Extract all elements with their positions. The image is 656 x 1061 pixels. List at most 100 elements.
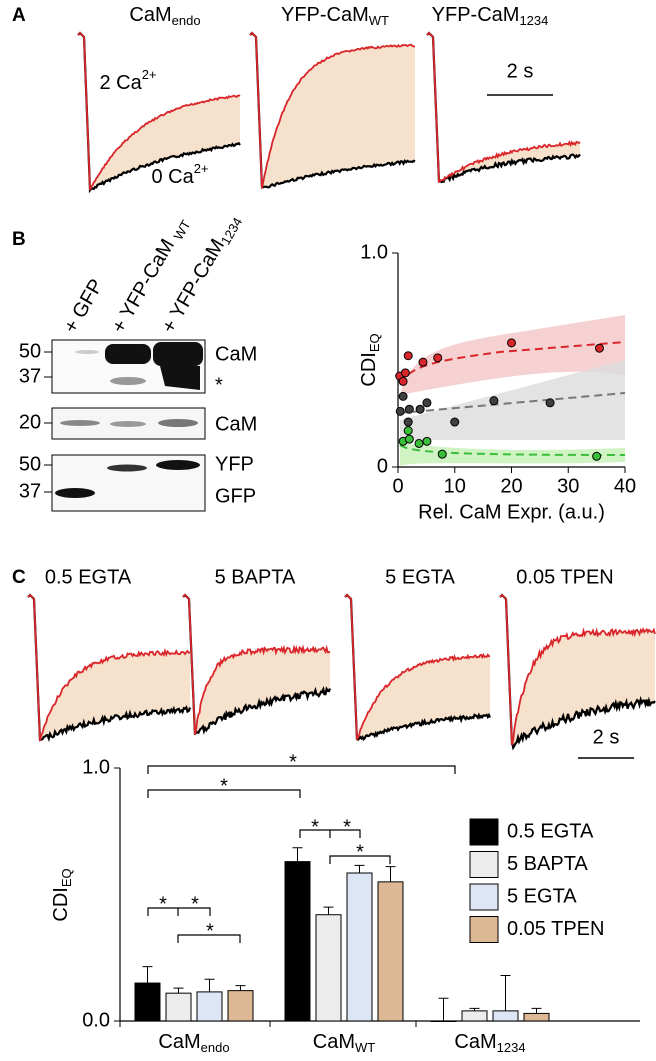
- x-tick-label: 20: [500, 475, 522, 497]
- fit-bands: [399, 315, 626, 466]
- point: [398, 391, 408, 401]
- trace-red: [499, 593, 656, 746]
- text-part: YFP-CaM: [432, 4, 520, 26]
- trace-black: [499, 593, 656, 751]
- mw-marker: 50: [19, 340, 41, 362]
- error-bar: [531, 1007, 542, 1014]
- point: [433, 353, 443, 363]
- band-label: CaM: [215, 343, 257, 365]
- mw-marker: 20: [19, 411, 41, 433]
- text-part: CaM: [313, 1031, 355, 1053]
- trace-red: [182, 593, 330, 736]
- x-tick-label: 40: [614, 475, 636, 497]
- x-tick-label: CaMendo: [158, 1031, 229, 1055]
- text-part: 0 Ca: [151, 166, 194, 188]
- legend-label: 5 BAPTA: [507, 853, 588, 875]
- legend-label: 0.5 EGTA: [507, 820, 594, 842]
- trace-red: [344, 593, 491, 741]
- trace-fill: [439, 141, 580, 183]
- scale-bar-label: 2 s: [507, 60, 534, 82]
- bar: [227, 990, 254, 1022]
- legend-swatch: [469, 883, 499, 911]
- trace-title: 0.5 EGTA: [45, 566, 132, 588]
- x-axis-label: Rel. CaM Expr. (a.u.): [418, 501, 605, 523]
- bar: [134, 982, 161, 1022]
- legend-label: 0.05 TPEN: [507, 918, 604, 940]
- legend-swatch: [469, 818, 499, 846]
- error-bar: [469, 1007, 480, 1011]
- bar: [461, 1010, 488, 1022]
- x-tick-label: CaMWT: [313, 1031, 376, 1055]
- significance-star: *: [311, 816, 319, 838]
- trace-title: 5 EGTA: [385, 566, 455, 588]
- legend-label: 5 EGTA: [507, 885, 577, 907]
- error-bar: [142, 966, 153, 984]
- text-part: 2 Ca: [99, 72, 142, 94]
- trace-title: YFP-CaMWT: [281, 4, 389, 28]
- bar: [315, 914, 342, 1022]
- trace-fill: [262, 44, 415, 189]
- bar: [346, 872, 373, 1022]
- x-tick-label: 0: [392, 475, 403, 497]
- text-part: CaM: [158, 1031, 200, 1053]
- band-label: CaM: [215, 413, 257, 435]
- y-tick-label: 1.0: [82, 756, 110, 778]
- trace-red: [77, 31, 241, 191]
- trace-black: [344, 593, 491, 741]
- trace-black: [182, 593, 332, 736]
- significance-star: *: [191, 893, 199, 915]
- lane-label: + GFP: [60, 276, 108, 338]
- point: [403, 351, 413, 361]
- x-tick-label: CaM1234: [454, 1031, 525, 1055]
- error-bar: [500, 974, 511, 1011]
- point: [395, 406, 405, 416]
- bar: [165, 992, 192, 1022]
- bar: [377, 881, 404, 1022]
- point: [418, 357, 428, 367]
- subscript: 1234: [519, 13, 548, 28]
- y-tick-label: 1.0: [360, 241, 388, 263]
- point: [489, 396, 499, 406]
- point: [398, 376, 408, 386]
- bar: [196, 991, 223, 1022]
- subscript: 1234: [218, 215, 245, 248]
- point: [404, 434, 414, 444]
- error-bar: [173, 987, 184, 994]
- blot-bands: [55, 342, 203, 498]
- significance-star: *: [206, 920, 214, 942]
- brackets: [147, 765, 456, 943]
- subscript: WT: [369, 13, 389, 28]
- point: [422, 436, 432, 446]
- point: [507, 338, 516, 348]
- band-label: *: [215, 374, 223, 396]
- legend-swatch: [469, 851, 499, 878]
- error-bar: [354, 864, 365, 873]
- point: [437, 449, 447, 459]
- point: [594, 343, 604, 353]
- point: [592, 451, 602, 461]
- bar: [523, 1012, 550, 1022]
- panel-label: A: [12, 5, 26, 26]
- error-bar: [323, 906, 334, 915]
- significance-star: *: [356, 841, 364, 863]
- panel-label: C: [12, 567, 26, 588]
- trace-title: 5 BAPTA: [215, 566, 296, 588]
- point: [422, 398, 432, 408]
- significance-star: *: [289, 751, 297, 773]
- trace-fill: [195, 647, 330, 734]
- point: [414, 438, 424, 448]
- y-axis-label: CDIEQ: [50, 868, 74, 921]
- trace-title: YFP-CaM1234: [432, 4, 549, 28]
- significance-star: *: [220, 775, 228, 797]
- error-bar: [204, 978, 215, 992]
- trace-fill: [357, 654, 490, 740]
- subscript: EQ: [367, 333, 382, 352]
- subscript: endo: [172, 13, 201, 28]
- point: [415, 404, 425, 414]
- error-bar: [385, 866, 396, 882]
- trace-title: CaMendo: [129, 4, 200, 28]
- text-part: + GFP: [60, 276, 108, 338]
- point: [403, 417, 413, 427]
- error-bar: [235, 985, 246, 991]
